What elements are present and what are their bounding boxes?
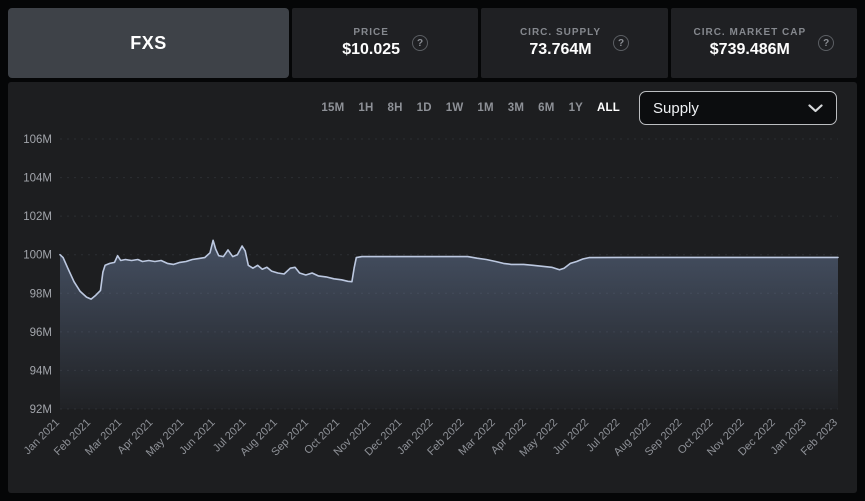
- supply-area-chart[interactable]: 106M 104M 102M 100M 98M 96M 94M 92M Jan 2021 Feb …: [8, 128, 857, 493]
- chevron-down-icon: [808, 103, 823, 112]
- range-button-1m[interactable]: 1M: [470, 98, 500, 118]
- metric-dropdown[interactable]: Supply: [639, 91, 837, 125]
- metric-dropdown-value: Supply: [653, 99, 699, 117]
- stat-circ-market-cap: CIRC. MARKET CAP $739.486M ?: [670, 8, 857, 78]
- time-range-group: 15M 1H 8H 1D 1W 1M 3M 6M 1Y ALL: [314, 98, 627, 118]
- supply-line-series: [59, 239, 839, 300]
- y-tick-label: 92M: [30, 404, 52, 416]
- y-tick-label: 98M: [30, 288, 52, 300]
- range-button-1h[interactable]: 1H: [351, 98, 380, 118]
- range-button-15m[interactable]: 15M: [314, 98, 351, 118]
- app: FXS PRICE $10.025 ? CIRC. SUPPLY 73.764M…: [8, 8, 857, 493]
- chart-panel: 15M 1H 8H 1D 1W 1M 3M 6M 1Y ALL Supply 106M 104M 10…: [8, 82, 857, 493]
- y-tick-label: 96M: [30, 327, 52, 339]
- stat-circ-market-cap-text: CIRC. MARKET CAP $739.486M: [693, 27, 806, 59]
- y-tick-label: 104M: [23, 173, 52, 185]
- stat-price: PRICE $10.025 ?: [292, 8, 479, 78]
- y-tick-label: 100M: [23, 250, 52, 262]
- range-button-3m[interactable]: 3M: [501, 98, 531, 118]
- stat-price-label: PRICE: [353, 27, 389, 38]
- y-tick-label: 94M: [30, 365, 52, 377]
- stat-circ-market-cap-value: $739.486M: [709, 41, 790, 58]
- range-button-1d[interactable]: 1D: [410, 98, 439, 118]
- range-button-6m[interactable]: 6M: [531, 98, 561, 118]
- stat-circ-supply-value: 73.764M: [529, 41, 592, 58]
- y-tick-label: 102M: [23, 211, 52, 223]
- header: FXS PRICE $10.025 ? CIRC. SUPPLY 73.764M…: [8, 8, 857, 78]
- stat-circ-market-cap-label: CIRC. MARKET CAP: [693, 27, 807, 38]
- stat-price-value: $10.025: [342, 41, 401, 58]
- help-icon[interactable]: ?: [818, 35, 835, 51]
- stat-circ-supply: CIRC. SUPPLY 73.764M ?: [481, 8, 668, 78]
- range-button-8h[interactable]: 8H: [381, 98, 410, 118]
- stat-price-text: PRICE $10.025: [342, 27, 400, 59]
- range-button-1w[interactable]: 1W: [439, 98, 471, 118]
- range-button-1y[interactable]: 1Y: [562, 98, 590, 118]
- help-icon[interactable]: ?: [412, 35, 429, 51]
- supply-area-fill: [60, 240, 838, 409]
- token-symbol-label: FXS: [130, 32, 167, 53]
- stat-circ-supply-text: CIRC. SUPPLY 73.764M: [520, 27, 601, 59]
- y-tick-label: 106M: [23, 134, 52, 146]
- stat-circ-supply-label: CIRC. SUPPLY: [519, 27, 602, 38]
- help-icon[interactable]: ?: [613, 35, 630, 51]
- range-button-all[interactable]: ALL: [590, 98, 627, 118]
- chart-toolbar: 15M 1H 8H 1D 1W 1M 3M 6M 1Y ALL Supply: [8, 82, 857, 128]
- token-symbol-tab[interactable]: FXS: [8, 8, 289, 78]
